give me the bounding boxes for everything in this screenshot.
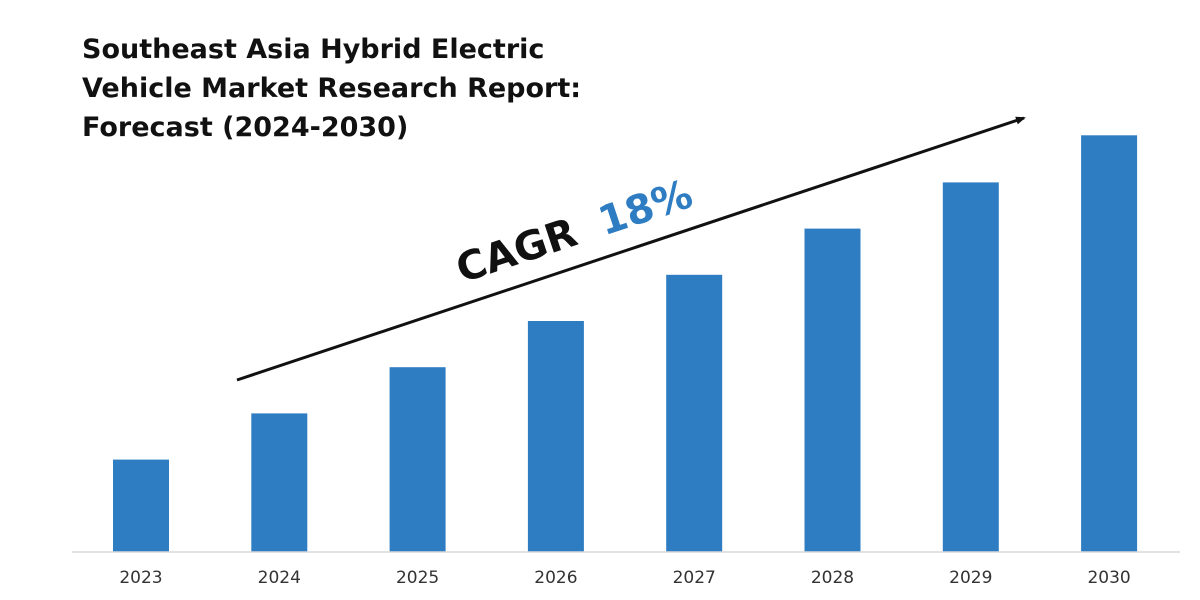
bar-2026: [527, 321, 584, 552]
chart-title-line-2: Vehicle Market Research Report:: [82, 73, 581, 104]
x-tick-label-2029: 2029: [949, 568, 992, 588]
bar-2024: [251, 413, 308, 552]
chart-title-line-1: Southeast Asia Hybrid Electric: [82, 34, 544, 65]
trend-arrow: [236, 116, 1026, 382]
x-tick-label-2025: 2025: [396, 568, 439, 588]
bar-2028: [804, 228, 861, 552]
bar-2029: [942, 182, 999, 552]
cagr-value: 18%: [593, 171, 698, 245]
bars-group: [113, 135, 1138, 553]
bar-2030: [1081, 135, 1138, 553]
bar-2025: [389, 367, 446, 552]
x-tick-labels: 2023 2024 2025 2026 2027 2028 2029 2030: [119, 568, 1130, 588]
cagr-annotation: CAGR 18%: [451, 171, 699, 292]
cagr-label: CAGR: [451, 210, 583, 293]
x-tick-label-2023: 2023: [119, 568, 162, 588]
bar-2023: [113, 459, 169, 552]
x-tick-label-2027: 2027: [673, 568, 716, 588]
chart-title-line-3: Forecast (2024-2030): [82, 112, 408, 143]
x-tick-label-2024: 2024: [258, 568, 301, 588]
x-tick-label-2028: 2028: [811, 568, 854, 588]
x-tick-label-2030: 2030: [1087, 568, 1130, 588]
bar-2027: [666, 274, 723, 552]
x-tick-label-2026: 2026: [534, 568, 577, 588]
